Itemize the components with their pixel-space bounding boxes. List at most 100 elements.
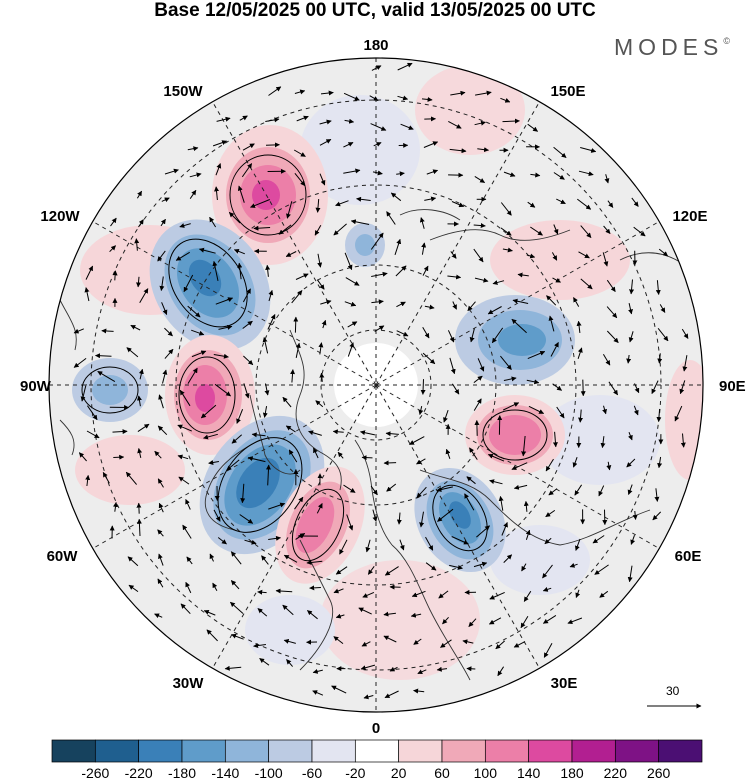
wind-arrow <box>425 536 434 551</box>
wind-arrow <box>158 394 164 409</box>
wind-arrow <box>157 478 164 488</box>
wind-arrow <box>544 537 552 545</box>
wind-arrow <box>525 529 531 540</box>
wind-arrow <box>477 358 485 372</box>
wind-arrow <box>497 666 505 677</box>
wind-arrow <box>556 198 566 205</box>
wind-arrow <box>530 226 543 236</box>
wind-arrow <box>630 535 636 545</box>
wind-arrow <box>413 638 422 645</box>
wind-arrow <box>464 493 475 511</box>
wind-arrow <box>282 396 292 408</box>
wind-arrow <box>542 614 557 624</box>
wind-arrow <box>384 566 399 576</box>
lon-label-150e: 150E <box>550 83 585 100</box>
colorbar-swatch <box>268 739 313 763</box>
wind-arrow <box>84 287 90 302</box>
wind-arrow <box>164 168 179 175</box>
wind-arrow <box>655 280 661 295</box>
wind-arrow <box>500 227 512 236</box>
wind-arrow <box>187 305 201 318</box>
reference-arrow-icon <box>647 703 702 709</box>
wind-arrow <box>548 488 558 496</box>
wind-arrow <box>137 448 143 459</box>
wind-arrow <box>437 508 454 522</box>
wind-arrow <box>208 460 219 465</box>
wind-arrow <box>200 404 217 419</box>
wind-arrow <box>502 247 513 253</box>
wind-arrow <box>265 464 271 486</box>
wind-arrow <box>97 370 116 383</box>
wind-arrow <box>440 639 452 648</box>
wind-arrow <box>316 279 325 290</box>
wind-arrow <box>295 342 301 358</box>
wind-arrow <box>656 408 662 423</box>
wind-arrow <box>527 201 536 208</box>
wind-arrow <box>425 562 437 571</box>
wind-arrow <box>350 219 370 225</box>
wind-arrow <box>191 350 207 358</box>
page-title: Base 12/05/2025 00 UTC, valid 13/05/2025… <box>154 0 596 21</box>
wind-arrow <box>230 551 242 565</box>
colorbar-swatch <box>138 739 183 763</box>
wind-arrow <box>631 197 639 207</box>
wind-arrow <box>551 252 558 261</box>
wind-arrow <box>424 304 435 310</box>
wind-arrow <box>130 324 141 331</box>
wind-arrow <box>627 565 633 583</box>
wind-arrow <box>372 509 378 522</box>
wind-arrow <box>367 566 375 575</box>
wind-arrow <box>231 633 244 640</box>
wind-arrow <box>426 169 439 175</box>
wind-vectors <box>73 62 689 700</box>
wind-arrow <box>419 217 425 229</box>
wind-arrow <box>109 245 116 253</box>
colorbar-tick-label: -20 <box>345 765 366 781</box>
wind-arrow <box>137 423 150 433</box>
wind-arrow <box>553 224 559 235</box>
wind-arrow <box>413 688 425 694</box>
colorbar-swatch <box>224 739 270 763</box>
wind-arrow <box>139 288 149 303</box>
reference-vector-label: 30 <box>666 684 680 698</box>
wind-arrow <box>527 350 546 360</box>
wind-arrow <box>212 260 219 282</box>
colorbar-tick-label: -60 <box>301 765 323 781</box>
wind-arrow <box>466 476 476 485</box>
wind-arrow <box>395 265 407 277</box>
wind-arrow <box>178 476 190 485</box>
wind-arrow <box>600 436 606 449</box>
colorbar-swatch <box>484 739 530 763</box>
wind-arrow <box>285 425 296 433</box>
wind-arrow <box>295 273 309 280</box>
colorbar-tick-label: -100 <box>254 765 283 781</box>
wind-arrow <box>216 116 231 122</box>
wind-arrow <box>658 248 669 257</box>
wind-arrow <box>319 138 332 146</box>
wind-arrow <box>157 578 164 588</box>
wind-arrow <box>633 226 646 237</box>
wind-arrow <box>474 120 486 126</box>
lon-label-150w: 150W <box>163 83 203 100</box>
wind-arrow <box>262 337 269 354</box>
wind-arrow <box>236 409 244 424</box>
wind-arrow <box>73 328 84 334</box>
wind-arrow <box>523 590 532 602</box>
wind-arrow <box>296 115 309 122</box>
wind-arrow <box>552 431 558 448</box>
wind-arrow <box>526 253 536 259</box>
wind-arrow <box>286 201 293 219</box>
wind-arrow <box>138 368 144 380</box>
wind-arrow <box>267 314 276 330</box>
wind-arrow <box>347 342 355 357</box>
wind-arrow <box>411 590 426 598</box>
wind-arrow <box>224 665 242 671</box>
wind-arrow <box>424 196 437 202</box>
colorbar-tick-label: -140 <box>211 765 240 781</box>
wind-arrow <box>512 298 529 304</box>
wind-arrow <box>397 62 413 71</box>
wind-arrow <box>553 146 567 158</box>
wind-arrow <box>306 559 323 565</box>
wind-arrow <box>251 432 266 438</box>
wind-arrow <box>576 198 592 210</box>
